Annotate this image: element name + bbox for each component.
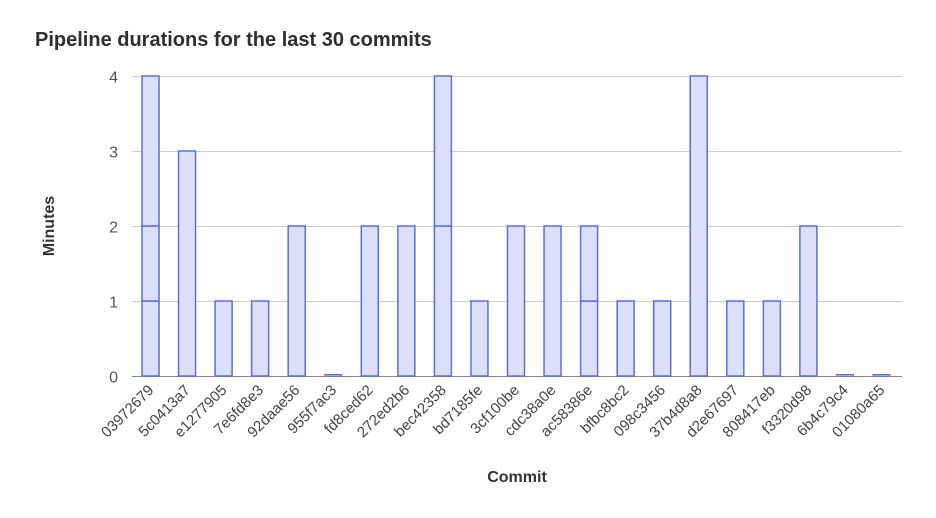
bar-segment[interactable] [141,75,160,227]
bar-segment[interactable] [579,225,599,302]
bar-segment[interactable] [287,225,306,377]
y-axis-label: Minutes [41,196,58,257]
bar-segment[interactable] [360,225,380,377]
bar-segment[interactable] [543,225,562,377]
bar-segment[interactable] [470,300,489,377]
chart-title: Pipeline durations for the last 30 commi… [35,29,432,51]
bar-segment[interactable] [433,225,453,377]
bar-segment[interactable] [324,374,343,377]
y-tick-label: 4 [109,70,118,87]
y-tick-label: 0 [109,370,118,387]
y-tick-label: 3 [109,145,118,162]
bar-segment[interactable] [141,300,160,377]
bar-segment[interactable] [250,300,270,377]
bar-segment[interactable] [726,300,745,377]
bar-segment[interactable] [141,225,160,302]
bar-segment[interactable] [689,75,708,377]
bar-segment[interactable] [762,300,782,377]
bar-segment[interactable] [652,300,672,377]
bar-segment[interactable] [506,225,526,377]
bar-segment[interactable] [616,300,635,377]
bar-segment[interactable] [835,374,854,377]
y-tick-labels: 0 1 2 3 4 [109,70,118,387]
y-tick-label: 1 [109,295,118,312]
bar-segment[interactable] [214,300,233,377]
bar-segment[interactable] [872,374,891,377]
bars [141,75,891,377]
x-axis-label: Commit [487,469,547,486]
y-tick-label: 2 [109,220,118,237]
bar-segment[interactable] [397,225,416,377]
bar-segment[interactable] [579,300,599,377]
bar-segment[interactable] [799,225,818,377]
bar-segment[interactable] [177,150,197,377]
bar-segment[interactable] [433,75,453,227]
x-tick-labels: 039726795c0413a7e12779057e6fd8e392daae56… [98,382,888,441]
